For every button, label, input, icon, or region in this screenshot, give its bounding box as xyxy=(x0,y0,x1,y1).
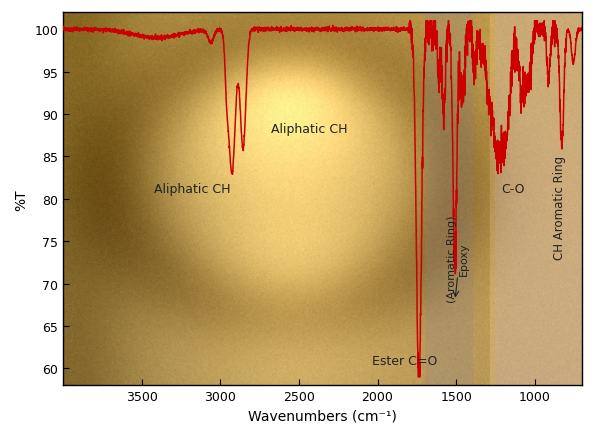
Y-axis label: %T: %T xyxy=(15,188,29,210)
Text: CH Aromatic Ring: CH Aromatic Ring xyxy=(553,156,566,260)
Text: Aliphatic CH: Aliphatic CH xyxy=(154,182,231,195)
X-axis label: Wavenumbers (cm⁻¹): Wavenumbers (cm⁻¹) xyxy=(248,409,397,423)
Text: C-O: C-O xyxy=(501,182,524,195)
Text: (Aromatic Ring)
Epoxy: (Aromatic Ring) Epoxy xyxy=(447,215,469,302)
Text: Aliphatic CH: Aliphatic CH xyxy=(271,123,347,136)
Text: Ester C=O: Ester C=O xyxy=(371,354,437,367)
